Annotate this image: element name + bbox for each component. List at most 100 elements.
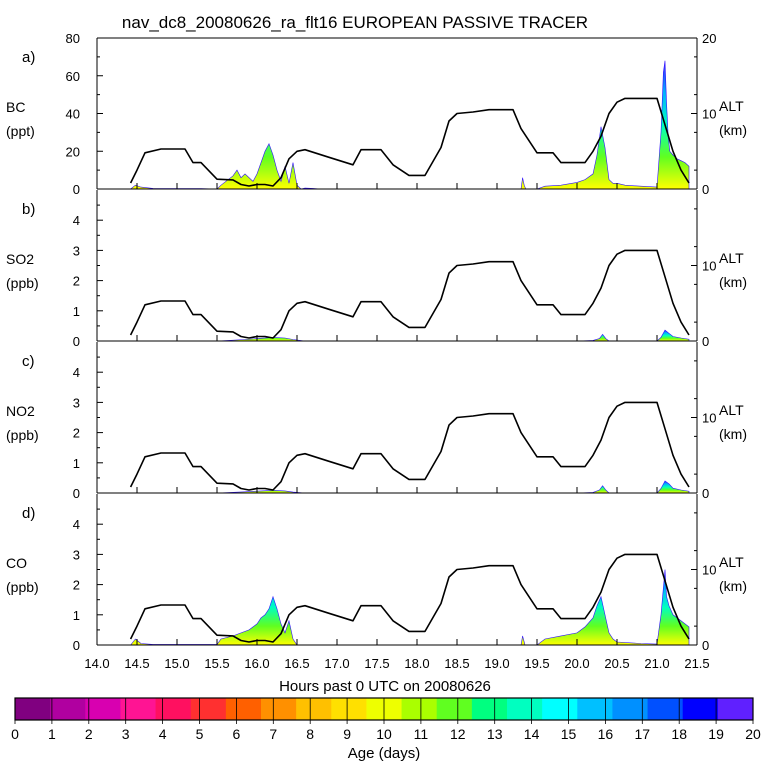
x-tick-label: 20.5 — [604, 656, 629, 671]
altitude-line — [129, 553, 690, 643]
y-tick-label: 0 — [73, 182, 80, 197]
panel-no2: 0 1 2 3 4 0 10 ALT (km) c) NO2 (ppb) — [6, 342, 747, 501]
colorbar-tick-label: 0 — [11, 726, 19, 742]
colorbar-tick-label: 5 — [196, 726, 204, 742]
alt-tick-label: 10 — [702, 107, 716, 122]
alt-axis-units: (km) — [719, 274, 747, 290]
colorbar-tick-label: 4 — [159, 726, 167, 742]
altitude-line — [129, 249, 690, 339]
colorbar-tick-label: 20 — [745, 726, 761, 742]
x-tick-label: 16.5 — [284, 656, 309, 671]
colorbar-swatch — [50, 698, 86, 720]
x-axis-label: Hours past 0 UTC on 20080626 — [279, 678, 491, 695]
y-tick-label: 3 — [73, 243, 80, 258]
colorbar-tick-label: 9 — [343, 726, 351, 742]
x-tick-label: 19.5 — [524, 656, 549, 671]
alt-tick-label: 0 — [702, 334, 709, 349]
y-tick-label: 3 — [73, 395, 80, 410]
colorbar-swatch — [331, 698, 367, 720]
chart-title: nav_dc8_20080626_ra_flt16 EUROPEAN PASSI… — [122, 13, 588, 32]
x-tick-label: 21.0 — [644, 656, 669, 671]
colorbar-swatch — [577, 698, 613, 720]
colorbar-swatch — [647, 698, 684, 720]
species-label: NO2 — [6, 403, 35, 419]
colorbar-label: Age (days) — [348, 745, 421, 762]
altitude-line — [129, 401, 690, 491]
colorbar-tick-label: 15 — [561, 726, 577, 742]
y-tick-label: 80 — [66, 31, 80, 46]
colorbar-tick-label: 13 — [487, 726, 503, 742]
colorbar-tick-label: 16 — [598, 726, 614, 742]
colorbar-tick-label: 8 — [306, 726, 314, 742]
colorbar-swatch — [15, 698, 51, 720]
colorbar-tick-label: 14 — [524, 726, 540, 742]
colorbar-swatch — [507, 698, 543, 720]
tracer-area-so2 — [130, 329, 690, 342]
colorbar-tick-label: 6 — [233, 726, 241, 742]
species-label: SO2 — [6, 251, 34, 267]
panel-tag: a) — [22, 49, 35, 66]
colorbar-swatch — [155, 698, 192, 720]
alt-axis-label: ALT — [719, 402, 744, 418]
colorbar-swatch — [261, 698, 297, 720]
colorbar-tick-label: 2 — [85, 726, 93, 742]
y-tick-label: 0 — [73, 334, 80, 349]
alt-axis-units: (km) — [719, 578, 747, 594]
panel-bc: 0 20 40 60 80 0 10 20 ALT (km) a) BC (ppt) — [6, 31, 747, 197]
x-tick-label: 16.0 — [244, 656, 269, 671]
y-tick-label: 2 — [73, 274, 80, 289]
colorbar-swatch — [190, 698, 227, 720]
colorbar-tick-label: 11 — [414, 726, 429, 742]
alt-tick-label: 10 — [702, 563, 716, 578]
colorbar-tick-label: 17 — [635, 726, 651, 742]
y-tick-label: 40 — [66, 107, 80, 122]
y-tick-label: 0 — [73, 486, 80, 501]
colorbar-tick-label: 10 — [376, 726, 392, 742]
y-tick-label: 4 — [73, 517, 80, 532]
altitude-line — [129, 97, 690, 187]
alt-tick-label: 20 — [702, 31, 716, 46]
x-tick-label: 18.5 — [444, 656, 469, 671]
colorbar-swatch — [682, 698, 719, 720]
alt-tick-label: 0 — [702, 638, 709, 653]
y-tick-label: 4 — [73, 365, 80, 380]
colorbar-swatch — [120, 698, 156, 720]
colorbar-swatch — [436, 698, 473, 720]
units-label: (ppb) — [6, 579, 39, 595]
age-colorbar: 0 1 2 3 4 5 6 7 8 9 10 11 12 13 14 15 16 17 18 19 20 — [11, 697, 761, 742]
x-tick-label: 17.5 — [364, 656, 389, 671]
tracer-area-no2 — [130, 480, 690, 494]
x-tick-label: 17.0 — [324, 656, 349, 671]
x-tick-label: 15.0 — [164, 656, 189, 671]
colorbar-swatch — [542, 698, 578, 720]
colorbar-swatch — [401, 698, 438, 720]
units-label: (ppt) — [6, 123, 35, 139]
alt-tick-label: 0 — [702, 182, 709, 197]
x-tick-label: 20.0 — [564, 656, 589, 671]
x-tick-label: 14.5 — [124, 656, 149, 671]
colorbar-tick-label: 3 — [122, 726, 130, 742]
panel-tag: d) — [22, 505, 35, 522]
y-tick-label: 1 — [73, 456, 80, 471]
panel-so2: 0 1 2 3 4 0 10 ALT (km) b) SO2 (ppb) — [6, 190, 747, 349]
alt-tick-label: 0 — [702, 486, 709, 501]
panel-tag: b) — [22, 201, 35, 218]
colorbar-swatch — [717, 698, 754, 720]
units-label: (ppb) — [6, 275, 39, 291]
colorbar-tick-label: 7 — [269, 726, 277, 742]
colorbar-tick-label: 1 — [48, 726, 56, 742]
y-tick-label: 1 — [73, 304, 80, 319]
alt-tick-label: 10 — [702, 411, 716, 426]
colorbar-tick-label: 18 — [671, 726, 687, 742]
species-label: BC — [6, 99, 25, 115]
alt-tick-label: 10 — [702, 259, 716, 274]
x-tick-label: 14.0 — [84, 656, 109, 671]
x-tick-label: 15.5 — [204, 656, 229, 671]
units-label: (ppb) — [6, 427, 39, 443]
alt-axis-label: ALT — [719, 554, 744, 570]
x-tick-label: 18.0 — [404, 656, 429, 671]
panel-co: 0 1 2 3 4 0 10 ALT (km) d) CO (ppb) — [6, 494, 747, 653]
alt-axis-units: (km) — [719, 426, 747, 442]
panel-tag: c) — [22, 353, 35, 370]
y-tick-label: 0 — [73, 638, 80, 653]
